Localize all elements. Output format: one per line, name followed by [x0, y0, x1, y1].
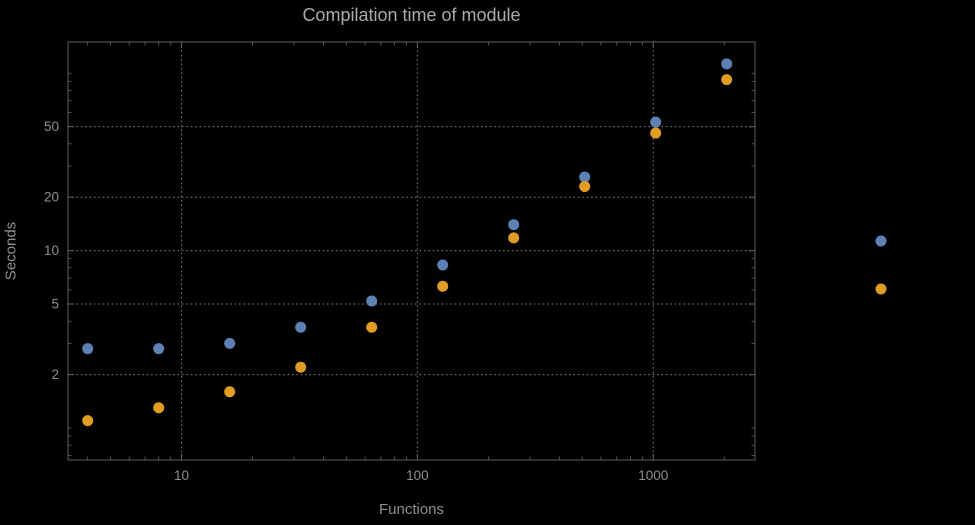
- blue-series-point: [295, 321, 307, 333]
- y-tick-label: 20: [44, 190, 59, 205]
- legend-marker: [875, 235, 887, 247]
- x-tick-label: 10: [174, 468, 189, 483]
- y-axis-label: Seconds: [2, 221, 20, 281]
- blue-series-point: [82, 343, 94, 355]
- blue-series-point: [153, 343, 165, 355]
- orange-series-point: [82, 415, 94, 427]
- orange-series-point: [508, 232, 520, 244]
- x-axis-label: Functions: [378, 501, 445, 518]
- blue-series-point: [437, 259, 449, 271]
- x-tick-label: 100: [406, 468, 429, 483]
- orange-series-point: [224, 386, 236, 398]
- blue-series-point: [721, 58, 733, 70]
- orange-series-point: [721, 74, 733, 86]
- blue-series-point: [650, 116, 662, 128]
- x-tick-label: 1000: [638, 468, 668, 483]
- orange-series-point: [153, 402, 165, 414]
- orange-series-point: [295, 361, 307, 373]
- y-tick-label: 50: [44, 119, 59, 134]
- blue-series-point: [224, 337, 236, 349]
- blue-series-point: [508, 219, 520, 231]
- blue-series-point: [579, 171, 591, 183]
- legend-marker: [875, 283, 887, 295]
- orange-series-point: [650, 127, 662, 139]
- y-tick-label: 2: [51, 367, 59, 382]
- orange-series-point: [437, 280, 449, 292]
- chart-title: Compilation time of module: [302, 5, 521, 25]
- y-tick-label: 5: [51, 297, 59, 312]
- orange-series-point: [579, 180, 591, 192]
- blue-series-point: [366, 295, 378, 307]
- orange-series-point: [366, 321, 378, 333]
- y-tick-label: 10: [44, 243, 59, 258]
